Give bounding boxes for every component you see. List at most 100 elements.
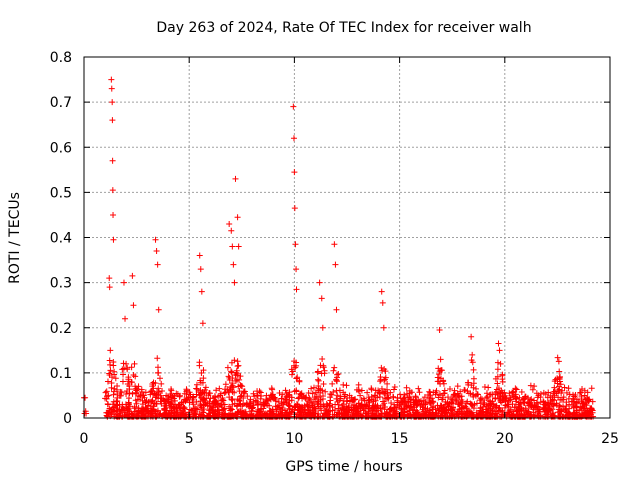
roti-point [556, 386, 563, 393]
roti-point [106, 371, 113, 378]
data-point [496, 347, 503, 354]
roti-point [558, 407, 565, 414]
roti-point [219, 394, 226, 401]
roti-point [575, 398, 582, 405]
roti-point [483, 403, 490, 410]
roti-point [250, 390, 257, 397]
roti-point [578, 407, 585, 414]
roti-point [438, 367, 445, 374]
roti-point [293, 375, 300, 382]
data-point [130, 302, 137, 309]
roti-point [343, 398, 350, 405]
roti-point [343, 382, 350, 389]
roti-point [401, 391, 408, 398]
roti-point [405, 394, 412, 401]
roti-point [558, 396, 565, 403]
roti-point [392, 404, 399, 411]
roti-point [266, 395, 273, 402]
roti-point [345, 403, 352, 410]
roti-point [164, 413, 171, 420]
roti-point [483, 395, 490, 402]
roti-point [486, 401, 493, 408]
roti-point [388, 399, 395, 406]
y-tick-label: 0.3 [50, 276, 72, 292]
roti-point [327, 407, 334, 414]
roti-point [177, 407, 184, 414]
roti-point [340, 381, 347, 388]
roti-point [405, 402, 412, 409]
roti-point [311, 384, 318, 391]
roti-point [409, 406, 416, 413]
data-point [230, 261, 237, 268]
roti-point [382, 413, 389, 420]
roti-point [492, 395, 499, 402]
roti-point [155, 385, 162, 392]
roti-point [429, 410, 436, 417]
roti-point [191, 410, 198, 417]
roti-point [522, 411, 529, 418]
roti-point [278, 395, 285, 402]
roti-point [128, 379, 135, 386]
roti-point [119, 378, 126, 385]
roti-point [294, 407, 301, 414]
roti-point [195, 413, 202, 420]
x-tick-label: 10 [285, 431, 303, 447]
roti-point [570, 395, 577, 402]
data-point [232, 175, 239, 182]
roti-point [354, 408, 361, 415]
roti-point [534, 394, 541, 401]
roti-point [316, 405, 323, 412]
roti-point [120, 360, 127, 367]
roti-point [584, 411, 591, 418]
data-point [108, 85, 115, 92]
roti-point [264, 401, 271, 408]
roti-point [110, 388, 117, 395]
roti-point [205, 392, 212, 399]
roti-point [487, 398, 494, 405]
grid-layer [84, 57, 610, 418]
roti-point [314, 413, 321, 420]
roti-point [366, 405, 373, 412]
roti-point [448, 399, 455, 406]
roti-point [477, 395, 484, 402]
roti-point [261, 400, 268, 407]
roti-point [549, 394, 556, 401]
roti-point [364, 389, 371, 396]
roti-point [427, 389, 434, 396]
roti-point [589, 398, 596, 405]
roti-point [108, 384, 115, 391]
roti-point [554, 380, 561, 387]
roti-point [149, 388, 156, 395]
roti-point [462, 403, 469, 410]
roti-point [315, 387, 322, 394]
data-point [333, 306, 340, 313]
roti-point [586, 396, 593, 403]
roti-point [518, 389, 525, 396]
roti-point [134, 396, 141, 403]
roti-point [358, 402, 365, 409]
roti-point [186, 399, 193, 406]
roti-point [576, 389, 583, 396]
roti-point [232, 377, 239, 384]
data-marks-layer [81, 76, 597, 420]
roti-point [556, 368, 563, 375]
roti-point [200, 395, 207, 402]
roti-point [289, 368, 296, 375]
roti-point [494, 380, 501, 387]
roti-point [227, 405, 234, 412]
roti-point [277, 411, 284, 418]
roti-point [406, 407, 413, 414]
roti-point [276, 412, 283, 419]
roti-point [159, 387, 166, 394]
roti-point [326, 400, 333, 407]
roti-point [399, 409, 406, 416]
roti-point [353, 404, 360, 411]
roti-point [562, 405, 569, 412]
roti-point [451, 391, 458, 398]
data-point [495, 340, 502, 347]
roti-point [532, 412, 539, 419]
x-tick-label: 0 [80, 431, 89, 447]
roti-point [493, 388, 500, 395]
roti-point [332, 401, 339, 408]
roti-point [303, 394, 310, 401]
